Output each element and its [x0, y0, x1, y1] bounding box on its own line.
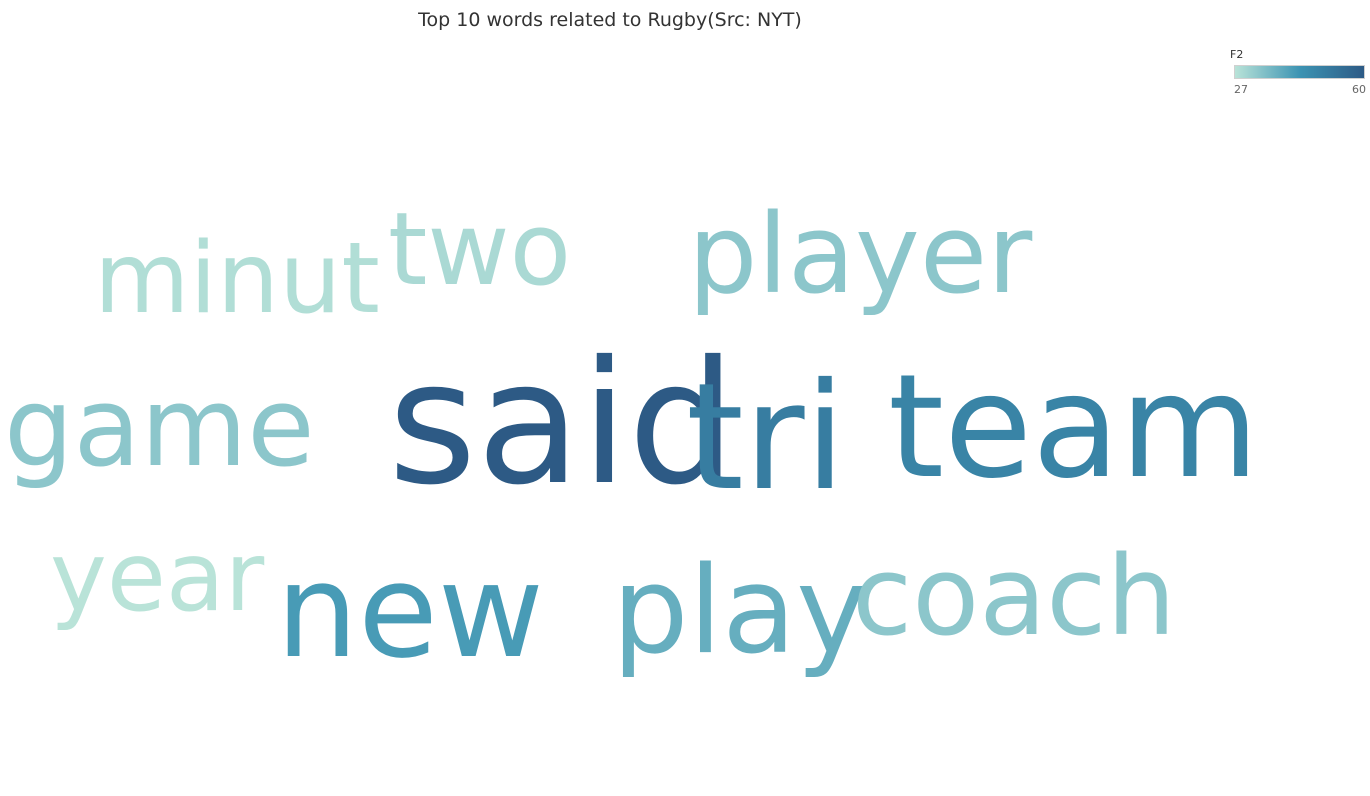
word-player[interactable]: player: [688, 190, 1033, 318]
legend-min-label: 27: [1234, 83, 1248, 96]
word-play[interactable]: play: [612, 541, 868, 681]
legend-max-label: 60: [1352, 83, 1366, 96]
word-new[interactable]: new: [276, 536, 544, 687]
legend-title: F2: [1230, 48, 1244, 61]
chart-title: Top 10 words related to Rugby(Src: NYT): [418, 9, 802, 31]
word-minut[interactable]: minut: [94, 222, 380, 336]
legend-gradient-bar: [1234, 65, 1365, 79]
word-said[interactable]: said: [388, 325, 736, 523]
word-coach[interactable]: coach: [852, 532, 1176, 660]
word-year[interactable]: year: [50, 521, 265, 633]
word-tri[interactable]: tri: [686, 351, 846, 523]
color-legend: F2 27 60: [1230, 48, 1366, 98]
word-two[interactable]: two: [388, 191, 571, 308]
word-team[interactable]: team: [888, 343, 1259, 510]
word-game[interactable]: game: [4, 363, 315, 491]
